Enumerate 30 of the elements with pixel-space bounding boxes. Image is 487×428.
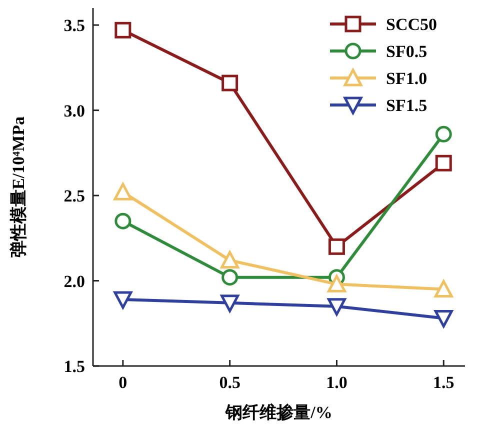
x-axis-title: 钢纤维掺量/% [224, 403, 332, 422]
point [114, 291, 132, 309]
point [435, 126, 452, 142]
legend-label: SF1.0 [386, 69, 428, 88]
legend-label: SCC50 [386, 15, 438, 34]
y-tick-label: 3.5 [64, 16, 85, 36]
point [327, 274, 346, 292]
point [220, 251, 240, 269]
y-tick-label: 2.0 [64, 272, 85, 291]
x-tick-label: 0.5 [219, 373, 240, 392]
x-tick-label: 1.0 [326, 373, 348, 392]
point [222, 74, 238, 92]
x-tick-label: 0 [118, 373, 128, 392]
y-tick-label: 2.5 [64, 186, 85, 206]
legend-label: SF0.5 [386, 42, 428, 61]
y-tick-label: 3.0 [64, 101, 85, 120]
point [222, 269, 238, 286]
point [114, 22, 132, 38]
legend-label: SF1.5 [386, 96, 428, 115]
point [434, 280, 453, 298]
point [434, 310, 453, 328]
x-tick-label: 1.5 [432, 373, 454, 392]
point [328, 238, 345, 255]
point [435, 154, 452, 172]
y-tick-label: 1.5 [64, 357, 85, 376]
y-axis-title: 弹性模量E/10⁴MPa [9, 116, 28, 258]
point [114, 182, 132, 200]
point [220, 294, 240, 312]
point [114, 212, 132, 230]
point [327, 298, 346, 316]
